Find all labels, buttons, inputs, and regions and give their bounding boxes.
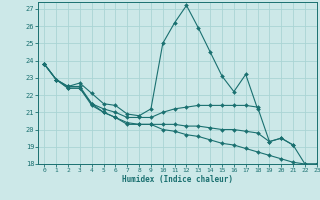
X-axis label: Humidex (Indice chaleur): Humidex (Indice chaleur) (122, 175, 233, 184)
